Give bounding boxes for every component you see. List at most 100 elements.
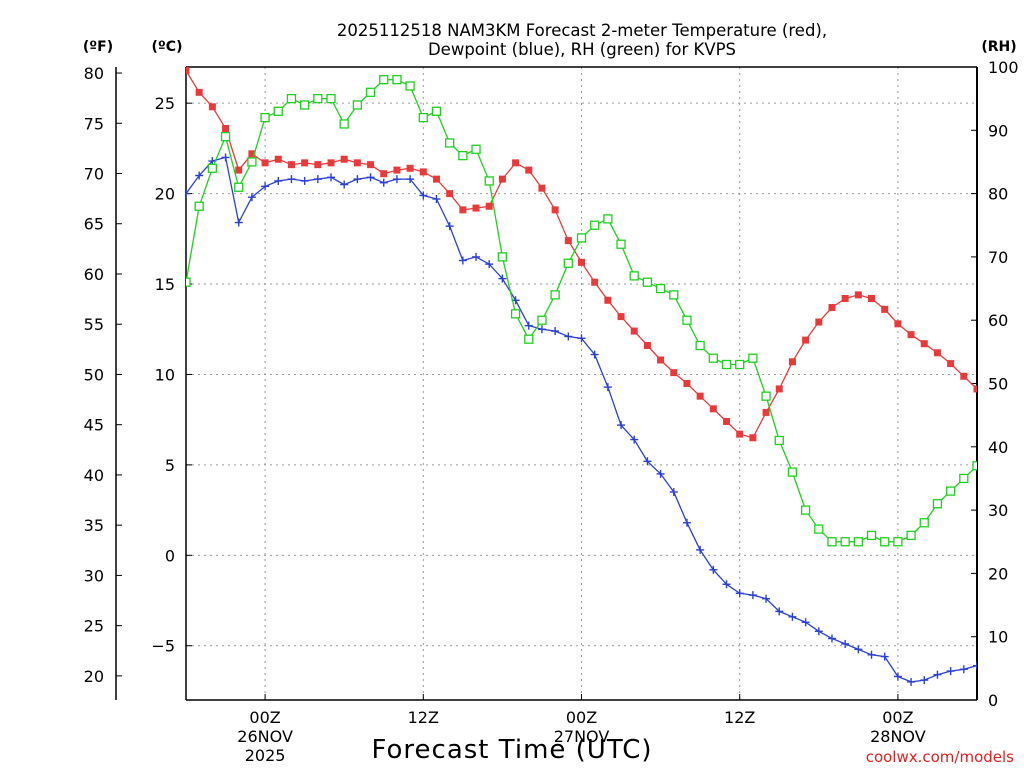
celsius-tick-label: 15 xyxy=(155,275,175,294)
temperature-point xyxy=(709,405,717,413)
dewpoint-point xyxy=(234,218,243,227)
rh-point xyxy=(669,290,679,300)
temperature-point xyxy=(749,434,757,442)
rh-tick-label: 20 xyxy=(988,564,1008,583)
temperature-point xyxy=(841,294,849,302)
temperature-point xyxy=(186,67,190,75)
temperature-point xyxy=(591,278,599,286)
dewpoint-point xyxy=(682,518,691,527)
rh-point xyxy=(708,353,718,363)
temperature-point xyxy=(920,340,928,348)
dewpoint-point xyxy=(186,189,190,198)
temperature-point xyxy=(907,331,915,339)
x-tick-label: 00Z xyxy=(882,708,913,727)
dewpoint-point xyxy=(986,660,994,668)
dewpoint-point xyxy=(419,191,428,200)
dewpoint-point xyxy=(696,545,705,554)
dewpoint-point xyxy=(551,327,560,336)
rh-point xyxy=(866,530,877,541)
dewpoint-point xyxy=(827,634,836,643)
rh-point xyxy=(524,334,534,344)
dewpoint-point xyxy=(946,667,955,676)
dewpoint-point xyxy=(841,639,850,648)
temperature-point xyxy=(775,385,783,393)
temperature-point xyxy=(578,258,585,266)
dewpoint-line xyxy=(186,156,977,683)
rh-line xyxy=(186,79,977,543)
rh-point xyxy=(906,530,916,541)
rh-point xyxy=(234,182,244,192)
rh-point xyxy=(471,144,481,154)
chart-title-line2: Dewpoint (blue), RH (green) for KVPS xyxy=(428,40,736,59)
dewpoint-point xyxy=(669,488,678,497)
fahrenheit-tick-label: 65 xyxy=(84,215,104,234)
temperature-point xyxy=(327,159,335,167)
dewpoint-point xyxy=(472,252,481,261)
temperature-point xyxy=(762,408,770,416)
dewpoint-point xyxy=(564,332,573,341)
fahrenheit-tick-label: 70 xyxy=(84,165,104,184)
rh-point xyxy=(774,435,784,446)
temperature-point xyxy=(222,124,230,132)
dewpoint-point xyxy=(867,650,876,659)
temperature-point xyxy=(933,349,941,357)
rh-point xyxy=(629,271,639,281)
rh-point xyxy=(379,75,389,85)
rh-point xyxy=(893,537,903,547)
temperature-point xyxy=(551,206,559,214)
temperature-point xyxy=(815,318,823,326)
rh-point xyxy=(313,94,323,104)
unit-label-rh: (RH) xyxy=(981,39,1016,55)
dewpoint-point xyxy=(735,589,744,598)
dewpoint-point xyxy=(327,173,336,182)
rh-point xyxy=(642,277,653,287)
temperature-point xyxy=(854,291,862,299)
dewpoint-point xyxy=(577,334,586,343)
plot-area xyxy=(186,67,994,686)
x-tick-label: 12Z xyxy=(408,708,439,727)
credit-link[interactable]: coolwx.com/models xyxy=(866,748,1014,766)
rh-point xyxy=(352,100,363,110)
temperature-point xyxy=(208,103,216,111)
rh-point xyxy=(590,220,600,230)
temperature-point xyxy=(802,336,810,344)
temperature-point xyxy=(432,175,440,183)
dewpoint-point xyxy=(445,222,454,231)
temperature-point xyxy=(393,166,401,174)
dewpoint-point xyxy=(880,652,889,661)
temperature-point xyxy=(973,385,977,393)
fahrenheit-tick-label: 40 xyxy=(84,466,104,485)
rh-point xyxy=(510,309,521,319)
x-tick-date-label: 26NOV xyxy=(237,727,293,746)
rh-point xyxy=(735,359,745,370)
axes xyxy=(115,66,978,701)
rh-tick-label: 40 xyxy=(988,438,1008,457)
dewpoint-point xyxy=(261,182,270,191)
temperature-point xyxy=(617,313,625,321)
rh-point xyxy=(537,315,547,325)
dewpoint-point xyxy=(221,153,230,162)
rh-point xyxy=(853,537,863,547)
rh-point xyxy=(220,131,231,142)
temperature-point xyxy=(947,360,955,368)
temperature-point xyxy=(314,161,322,169)
dewpoint-point xyxy=(933,670,942,679)
rh-point xyxy=(827,537,837,547)
rh-point xyxy=(207,163,218,173)
rh-tick-label: 50 xyxy=(988,375,1008,394)
dewpoint-point xyxy=(195,171,204,180)
rh-point xyxy=(972,461,977,471)
rh-tick-label: 80 xyxy=(988,185,1008,204)
chart-title-line1: 2025112518 NAM3KM Forecast 2-meter Tempe… xyxy=(337,21,827,40)
temperature-point xyxy=(723,417,731,425)
celsius-tick-label: 25 xyxy=(155,94,175,113)
dewpoint-point xyxy=(920,676,929,685)
fahrenheit-tick-label: 20 xyxy=(84,667,104,686)
temperature-point xyxy=(459,206,467,214)
rh-point xyxy=(603,214,613,224)
fahrenheit-tick-label: 75 xyxy=(84,114,104,133)
temperature-point xyxy=(894,320,902,328)
rh-point xyxy=(326,94,336,104)
dewpoint-point xyxy=(709,565,718,574)
dewpoint-point xyxy=(498,274,507,283)
